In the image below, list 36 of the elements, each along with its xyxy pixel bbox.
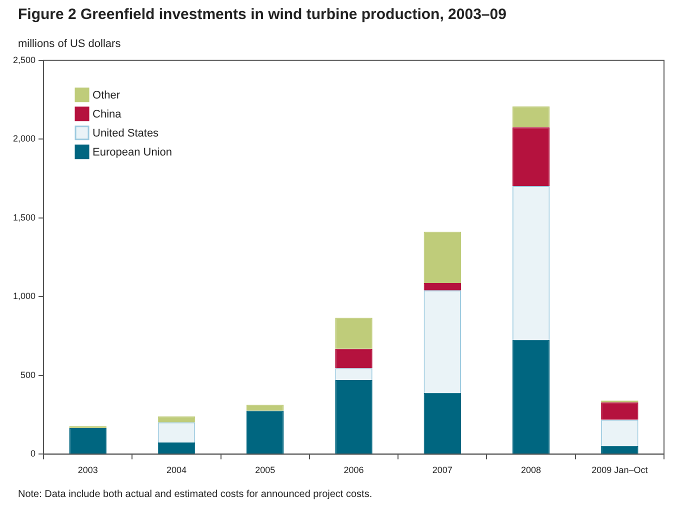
bar [512,127,550,186]
legend-label: China [92,108,122,120]
text: Note: Data include both actual and estimated costs for announced project costs. [18,488,372,502]
bar [335,318,372,349]
bar [424,232,462,283]
bar [424,392,462,454]
x-tick-label: 2005 [255,465,276,476]
legend-label: Other [92,89,120,102]
bar [69,428,106,454]
x-tick-label: 2008 [521,465,542,476]
x-tick-label: 2006 [344,465,364,476]
bar [246,404,284,411]
bar [335,380,372,454]
x-tick-label: 2003 [78,465,98,476]
bar [158,442,196,454]
y-axis-title: millions of US dollars [18,38,121,50]
bar [601,402,638,420]
bar [512,106,550,128]
y-tick-label: 1,000 [12,291,36,302]
bar [601,446,638,454]
legend-label: United States [92,127,160,140]
chart-title: Figure 2 Greenfield investments in wind turbine production, 2003–09 [18,6,506,23]
bar [158,416,196,422]
y-tick-label: 1,500 [12,212,36,222]
y-tick-label: 2,000 [12,134,36,144]
x-tick-label: 2007 [432,465,452,476]
bar [512,340,550,454]
bar [335,348,372,368]
bar [424,282,462,290]
y-tick-label: 0 [30,448,36,459]
y-tick-label: 2,500 [12,54,36,65]
x-tick-label: 2009 Jan–Oct [592,465,648,476]
x-tick-label: 2004 [166,465,186,476]
bar [246,410,284,454]
y-tick-label: 500 [20,370,36,380]
legend-label: European Union [92,146,172,158]
